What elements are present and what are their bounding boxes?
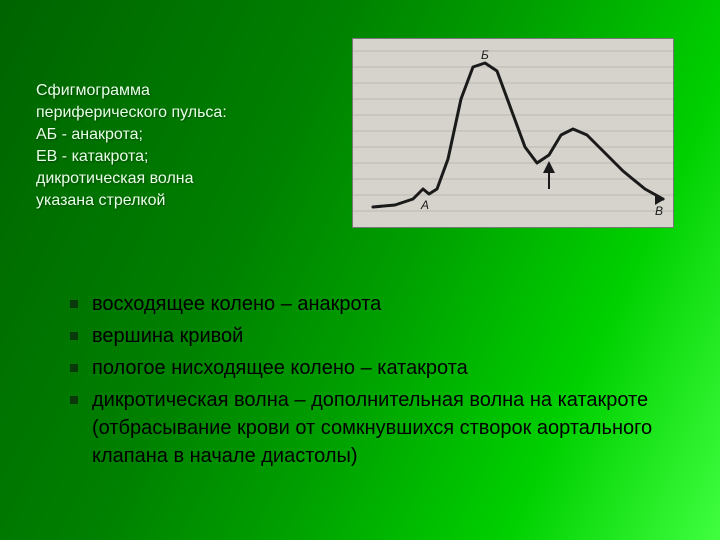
svg-text:А: А — [420, 198, 429, 212]
caption-line: ЕВ - катакрота; — [36, 146, 306, 168]
caption-line: дикротическая волна — [36, 168, 306, 190]
list-item: пологое нисходящее колено – катакрота — [70, 354, 680, 382]
list-item: вершина кривой — [70, 322, 680, 350]
caption-line: Сфигмограмма — [36, 80, 306, 102]
sphygmogram-figure: А Б В — [352, 38, 674, 228]
list-item: восходящее колено – анакрота — [70, 290, 680, 318]
bullet-text: восходящее колено – анакрота — [92, 293, 381, 315]
figure-caption: Сфигмограмма периферического пульса: АБ … — [36, 80, 306, 212]
bullet-text: пологое нисходящее колено – катакрота — [92, 357, 468, 379]
slide: Сфигмограмма периферического пульса: АБ … — [0, 0, 720, 540]
caption-line: АБ - анакрота; — [36, 124, 306, 146]
sphygmogram-svg: А Б В — [353, 39, 673, 227]
caption-line: указана стрелкой — [36, 190, 306, 212]
svg-text:Б: Б — [481, 48, 489, 62]
bullet-text: дикротическая волна – дополнительная вол… — [92, 389, 652, 467]
list-item: дикротическая волна – дополнительная вол… — [70, 386, 680, 470]
bullet-text: вершина кривой — [92, 325, 243, 347]
caption-line: периферического пульса: — [36, 102, 306, 124]
svg-text:В: В — [655, 204, 663, 218]
bullet-list: восходящее колено – анакрота вершина кри… — [70, 290, 680, 474]
